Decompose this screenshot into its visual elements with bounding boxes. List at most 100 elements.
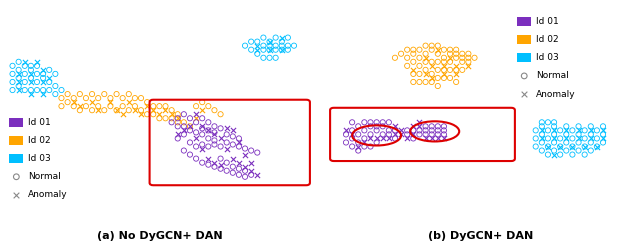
Point — [185, 124, 195, 128]
FancyBboxPatch shape — [10, 154, 23, 163]
Point — [185, 124, 195, 128]
Point — [209, 132, 220, 136]
Point — [445, 52, 455, 56]
Point — [38, 80, 48, 84]
Point — [592, 128, 602, 132]
Point — [402, 64, 412, 68]
Point — [136, 108, 146, 112]
Point — [567, 144, 577, 148]
Point — [252, 48, 262, 52]
Point — [197, 161, 207, 165]
Point — [433, 84, 443, 88]
Text: Id 03: Id 03 — [28, 154, 51, 163]
Point — [353, 124, 364, 128]
Point — [228, 171, 238, 175]
Point — [469, 56, 479, 60]
Point — [50, 92, 60, 96]
Point — [124, 92, 134, 96]
Point — [228, 128, 238, 132]
Point — [204, 144, 214, 148]
Point — [185, 128, 195, 132]
Point — [408, 136, 419, 140]
Point — [598, 124, 608, 128]
Point — [197, 126, 207, 130]
Point — [246, 161, 256, 165]
Point — [378, 120, 388, 124]
Point — [209, 108, 220, 112]
Point — [426, 72, 436, 76]
Point — [209, 124, 220, 128]
Point — [451, 72, 461, 76]
Point — [81, 96, 91, 100]
Point — [457, 52, 467, 56]
Point — [185, 116, 195, 120]
Point — [221, 132, 232, 136]
Point — [8, 88, 18, 92]
Point — [463, 60, 474, 64]
Point — [252, 173, 262, 177]
Point — [191, 116, 201, 120]
Point — [8, 72, 18, 76]
Point — [353, 140, 364, 144]
Point — [433, 76, 443, 80]
Point — [408, 124, 419, 128]
Point — [13, 68, 24, 72]
Point — [549, 128, 559, 132]
Point — [204, 120, 214, 124]
Point — [20, 88, 30, 92]
Point — [252, 52, 262, 56]
Point — [567, 128, 577, 132]
Point — [8, 64, 18, 68]
Point — [378, 124, 388, 128]
Point — [111, 92, 122, 96]
Point — [561, 149, 572, 153]
Point — [179, 120, 189, 124]
Text: Id 01: Id 01 — [536, 17, 559, 26]
Point — [408, 128, 419, 132]
Point — [439, 64, 449, 68]
Point — [537, 140, 547, 144]
Point — [50, 84, 60, 88]
Point — [426, 124, 436, 128]
Point — [216, 157, 226, 161]
Point — [384, 120, 394, 124]
Point — [390, 132, 400, 136]
Point — [586, 149, 596, 153]
Point — [228, 134, 238, 138]
Point — [414, 128, 424, 132]
Point — [240, 44, 250, 48]
Point — [592, 144, 602, 148]
Point — [537, 149, 547, 153]
Point — [365, 132, 376, 136]
Point — [347, 144, 357, 148]
Point — [426, 136, 436, 140]
Point — [56, 104, 67, 108]
Point — [420, 132, 431, 136]
Point — [276, 44, 287, 48]
Point — [414, 72, 424, 76]
Point — [426, 44, 436, 48]
Point — [26, 68, 36, 72]
Point — [549, 140, 559, 144]
Point — [38, 68, 48, 72]
Point — [445, 60, 455, 64]
Point — [567, 136, 577, 140]
Point — [439, 68, 449, 72]
Point — [580, 144, 590, 148]
Point — [390, 136, 400, 140]
Point — [555, 144, 565, 148]
Point — [426, 60, 436, 64]
Point — [451, 68, 461, 72]
Point — [166, 112, 177, 116]
Point — [433, 132, 443, 136]
Point — [549, 120, 559, 124]
Point — [457, 60, 467, 64]
Point — [426, 132, 436, 136]
Point — [197, 116, 207, 120]
Point — [573, 124, 584, 128]
Point — [365, 120, 376, 124]
Point — [204, 157, 214, 161]
Point — [118, 96, 128, 100]
Text: Anomaly: Anomaly — [536, 90, 575, 99]
Point — [204, 128, 214, 132]
